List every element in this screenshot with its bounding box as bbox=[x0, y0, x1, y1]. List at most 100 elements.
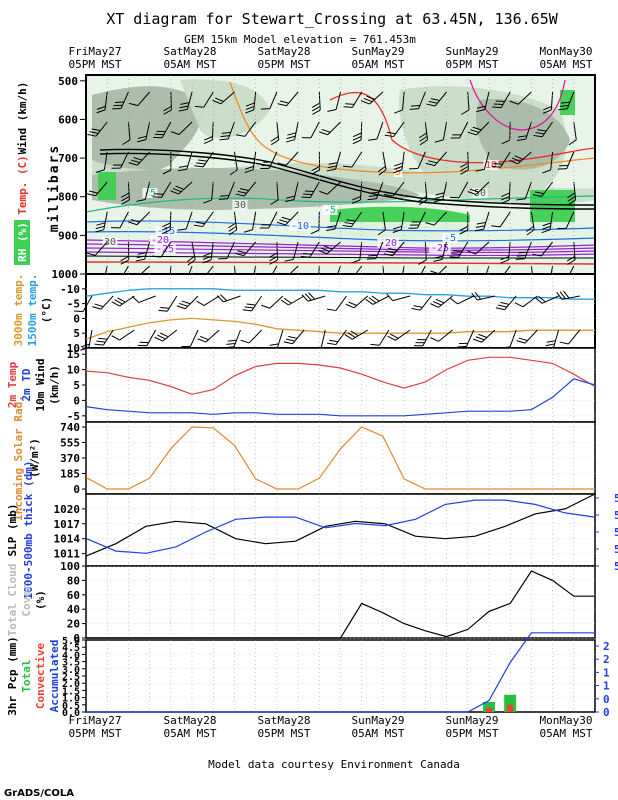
wind-barb bbox=[557, 151, 575, 170]
y-label-total: Total bbox=[20, 659, 33, 692]
top-time-label: 05PM MST bbox=[69, 58, 122, 71]
pressure-tick-label: 1000 bbox=[52, 268, 79, 281]
wind-barb bbox=[229, 151, 238, 176]
y-label-slp: SLP (mb) bbox=[6, 504, 19, 557]
wind-barb bbox=[244, 151, 257, 174]
wind-barb bbox=[122, 121, 131, 146]
y-tick-label: 1.5 bbox=[62, 686, 80, 697]
wind-barb bbox=[260, 91, 278, 110]
contour-label-bg bbox=[155, 226, 177, 236]
y-tick-label: 0 bbox=[73, 394, 80, 407]
wind-barb bbox=[197, 329, 220, 343]
rh-fill-area bbox=[98, 172, 116, 200]
rh-fill-area bbox=[92, 168, 420, 210]
wind-barb bbox=[491, 151, 511, 168]
right-tick-label: 1 bbox=[603, 680, 610, 693]
wind-barb bbox=[269, 241, 279, 265]
y-tick-label: 0 bbox=[73, 312, 80, 325]
wind-barb bbox=[327, 329, 347, 346]
wind-barb bbox=[194, 151, 214, 168]
contour-label: 30 bbox=[104, 237, 116, 248]
wind-barb bbox=[434, 121, 448, 143]
wind-barb bbox=[558, 91, 575, 111]
wind-barb bbox=[473, 329, 496, 343]
wind-barb bbox=[261, 295, 284, 309]
wind-barb bbox=[277, 91, 299, 107]
top-time-label: 05AM MST bbox=[352, 58, 405, 71]
y-tick-label: 5.0 bbox=[62, 636, 80, 647]
wind-barb bbox=[475, 151, 490, 172]
contour-label: -5 bbox=[144, 188, 156, 199]
pressure-tick-label: 600 bbox=[58, 113, 78, 126]
wind-barb bbox=[516, 181, 532, 201]
wind-barb bbox=[476, 91, 490, 113]
y-tick-label: 555 bbox=[60, 437, 80, 450]
wind-barb bbox=[170, 181, 193, 195]
contour-label: -5 bbox=[324, 205, 336, 216]
right-tick-label: 548 bbox=[614, 492, 618, 505]
y-label-cover: Cover bbox=[20, 583, 33, 616]
wind-barb bbox=[86, 241, 108, 256]
contour-label: -20 bbox=[151, 235, 169, 246]
y-tick-label: 1017 bbox=[54, 518, 81, 531]
wind-barb bbox=[193, 211, 214, 228]
wind-barb bbox=[111, 329, 135, 341]
y-tick-label: 20 bbox=[67, 618, 80, 631]
wind-barb bbox=[542, 91, 554, 114]
wind-barb bbox=[542, 151, 554, 174]
wind-barb bbox=[509, 151, 532, 165]
top-time-label: 05PM MST bbox=[258, 58, 311, 71]
y-tick-label: 4.0 bbox=[62, 650, 80, 661]
contour-label: -25 bbox=[431, 243, 449, 254]
bottom-day-label: SatMay28 bbox=[164, 714, 217, 727]
wind-barb bbox=[259, 211, 278, 229]
bottom-time-label: 05AM MST bbox=[540, 727, 593, 740]
wind-barb bbox=[318, 241, 341, 255]
wind-barb bbox=[202, 241, 214, 264]
wind-barb bbox=[311, 151, 321, 175]
footer-text: Model data courtesy Environment Canada bbox=[208, 758, 460, 771]
pressure-tick-label: 500 bbox=[58, 75, 78, 88]
wind-barb bbox=[377, 151, 387, 176]
thickness-line bbox=[85, 499, 596, 554]
y-unit-wm2: (W/m²) bbox=[28, 438, 41, 478]
wind-barb bbox=[137, 329, 157, 347]
contour-label: 5 bbox=[395, 167, 401, 178]
contour-label-bg bbox=[472, 188, 488, 198]
isotherm-line bbox=[85, 251, 596, 257]
wind-barb bbox=[365, 295, 390, 305]
wind-barb bbox=[235, 181, 257, 197]
top-day-label: SatMay28 bbox=[258, 45, 311, 58]
wind-barb bbox=[196, 295, 220, 306]
wind-barb bbox=[457, 329, 475, 348]
temp-3000m-line bbox=[85, 317, 595, 340]
bottom-time-label: 05AM MST bbox=[164, 727, 217, 740]
isotherm-line bbox=[99, 152, 596, 210]
wind-barb bbox=[216, 294, 241, 303]
wind-barb bbox=[319, 121, 341, 136]
y-tick-label: 2.0 bbox=[62, 679, 80, 690]
contour-label-bg bbox=[429, 243, 451, 253]
wind-barb bbox=[270, 181, 279, 205]
wind-barb bbox=[95, 151, 108, 173]
wind-barb bbox=[430, 295, 453, 308]
surface-temp-panel: -5 0 5 10 15 2m Temp 2m TD 10m Wind (km/h) bbox=[6, 347, 596, 423]
precip-panel: 0011220.00.51.01.52.02.53.03.54.04.55.03… bbox=[6, 632, 610, 719]
contour-label: -25 bbox=[156, 244, 174, 255]
y-tick-label: 80 bbox=[67, 574, 80, 587]
wind-barb bbox=[285, 121, 299, 143]
wind-barb bbox=[129, 91, 151, 107]
y-tick-label: 1011 bbox=[54, 548, 81, 561]
y-label-convective: Convective bbox=[34, 643, 47, 710]
wind-barb bbox=[557, 211, 575, 230]
wind-barb bbox=[351, 241, 363, 264]
solar-line bbox=[85, 426, 595, 490]
y-tick-label: 740 bbox=[60, 421, 80, 434]
wind-barb bbox=[361, 91, 384, 105]
y-label-10m-wind: 10m Wind bbox=[34, 359, 47, 412]
wind-barb bbox=[276, 211, 299, 226]
wind-barb bbox=[430, 329, 453, 342]
wind-barb bbox=[492, 91, 511, 109]
